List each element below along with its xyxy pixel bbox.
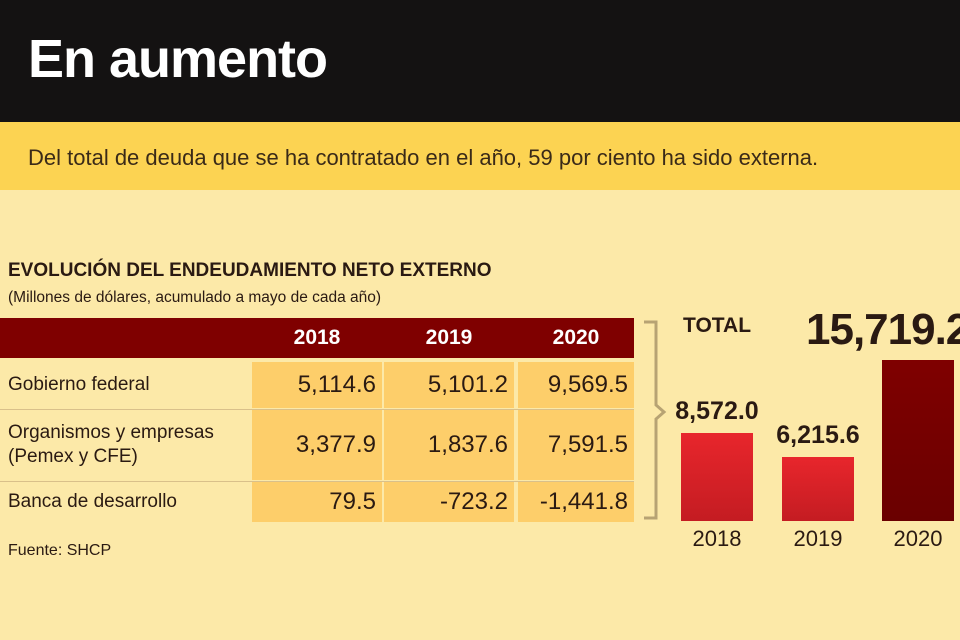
cell-value: 7,591.5 [547,431,628,458]
row-label: Organismos y empresas (Pemex y CFE) [8,422,214,467]
cell-value: -1,441.8 [539,488,628,515]
table-title: EVOLUCIÓN DEL ENDEUDAMIENTO NETO EXTERNO [8,260,492,281]
row-label: Gobierno federal [8,374,150,395]
cell-value: -723.2 [439,488,508,515]
cell-value: 3,377.9 [295,431,376,458]
bar-value-label: 8,572.0 [675,397,759,426]
bar-value-label: 6,215.6 [776,421,860,450]
cell-value: 5,101.2 [427,371,508,398]
table-cell [252,362,382,408]
header-bar [0,0,960,122]
x-tick-label: 2020 [893,526,943,551]
total-label: TOTAL [683,314,752,337]
table-cell [518,362,634,408]
cell-value: 1,837.6 [427,431,508,458]
cell-value: 9,569.5 [547,371,628,398]
bar-2019 [782,457,854,521]
x-tick-label: 2019 [793,526,843,551]
table-cell [518,482,634,522]
x-tick-label: 2018 [692,526,742,551]
table-cell [252,410,382,480]
table-cell [384,362,514,408]
bar-2020 [882,360,954,521]
row-divider [0,409,634,410]
table-cell [252,482,382,522]
cell-value: 79.5 [329,488,376,515]
total-value: 15,719.2 [806,305,960,354]
subtitle-band [0,122,960,190]
year-header: 2020 [552,326,600,349]
bar-2018 [681,433,753,521]
year-header: 2019 [425,326,473,349]
table-note: (Millones de dólares, acumulado a mayo d… [8,289,382,306]
row-divider [0,481,634,482]
table-cell [384,482,514,522]
subtitle: Del total de deuda que se ha contratado … [28,145,819,170]
table-cell [518,410,634,480]
year-header: 2018 [293,326,341,349]
source: Fuente: SHCP [8,542,112,559]
cell-value: 5,114.6 [297,371,376,398]
table-cell [384,410,514,480]
page-title: En aumento [28,29,328,89]
row-label: Banca de desarrollo [8,491,177,512]
table-header [0,318,634,358]
